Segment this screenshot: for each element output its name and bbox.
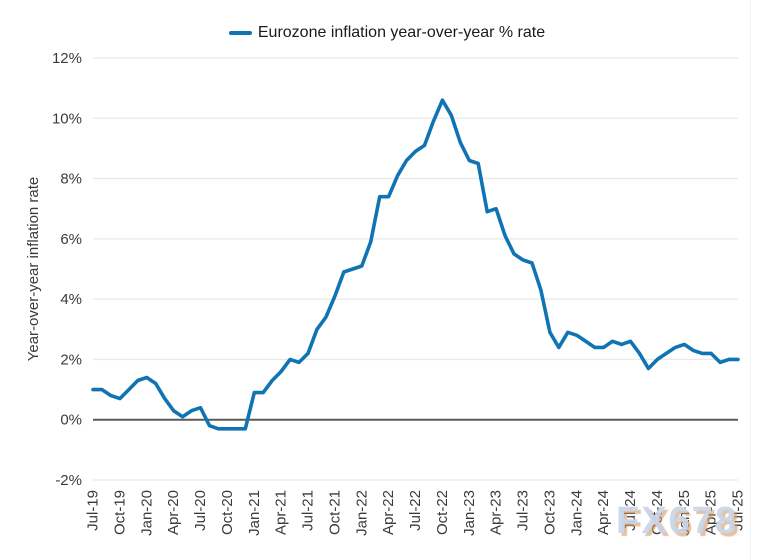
right-hairline-divider (750, 0, 751, 560)
legend-line-marker (228, 31, 252, 35)
y-tick-label: 10% (52, 110, 82, 127)
x-tick-label: Jan-22 (353, 490, 370, 536)
x-tick-label: Jan-23 (461, 490, 478, 536)
y-tick-labels: 12% 10% 8% 6% 4% 2% 0% -2% (52, 50, 82, 489)
x-tick-label: Jul-22 (407, 490, 424, 531)
x-tick-label: Apr-20 (165, 490, 182, 535)
series-layer (91, 98, 740, 431)
x-tick-label: Jul-23 (515, 490, 532, 531)
y-tick-label: -2% (55, 472, 82, 489)
x-tick-label: Apr-21 (273, 490, 290, 535)
x-tick-labels: Jul-19 Oct-19 Jan-20 Apr-20 Jul-20 Oct-20 Jan-… (85, 490, 747, 536)
x-tick-label: Oct-19 (111, 490, 128, 535)
x-tick-label: Jul-20 (192, 490, 209, 531)
series-line (91, 98, 740, 431)
x-tick-label: Jul-24 (622, 490, 639, 531)
x-tick-label: Jul-21 (300, 490, 317, 531)
x-tick-label: Apr-25 (703, 490, 720, 535)
x-tick-label: Jan-20 (138, 490, 155, 536)
legend-label: Eurozone inflation year-over-year % rate (257, 24, 546, 41)
x-tick-label: Oct-20 (219, 490, 236, 535)
x-tick-label: Jul-25 (730, 490, 747, 531)
y-tick-label: 6% (60, 231, 82, 248)
y-tick-label: 8% (60, 171, 82, 188)
x-tick-label: Oct-21 (326, 490, 343, 535)
x-tick-label: Jul-19 (85, 490, 102, 531)
y-axis-title: Year-over-year inflation rate (25, 177, 42, 362)
legend: Eurozone inflation year-over-year % rate (0, 22, 774, 44)
x-tick-label: Oct-24 (649, 490, 666, 535)
x-tick-label: Oct-22 (434, 490, 451, 535)
x-tick-label: Oct-23 (541, 490, 558, 535)
x-tick-label: Jan-24 (568, 490, 585, 536)
x-tick-label: Jan-21 (246, 490, 263, 536)
y-tick-label: 4% (60, 291, 82, 308)
y-tick-label: 0% (60, 412, 82, 429)
x-tick-label: Apr-22 (380, 490, 397, 535)
y-tick-label: 12% (52, 50, 82, 67)
grid-layer (93, 57, 738, 481)
y-tick-label: 2% (60, 351, 82, 368)
x-tick-label: Apr-24 (595, 490, 612, 535)
x-tick-label: Jan-25 (676, 490, 693, 536)
x-tick-label: Apr-23 (488, 490, 505, 535)
